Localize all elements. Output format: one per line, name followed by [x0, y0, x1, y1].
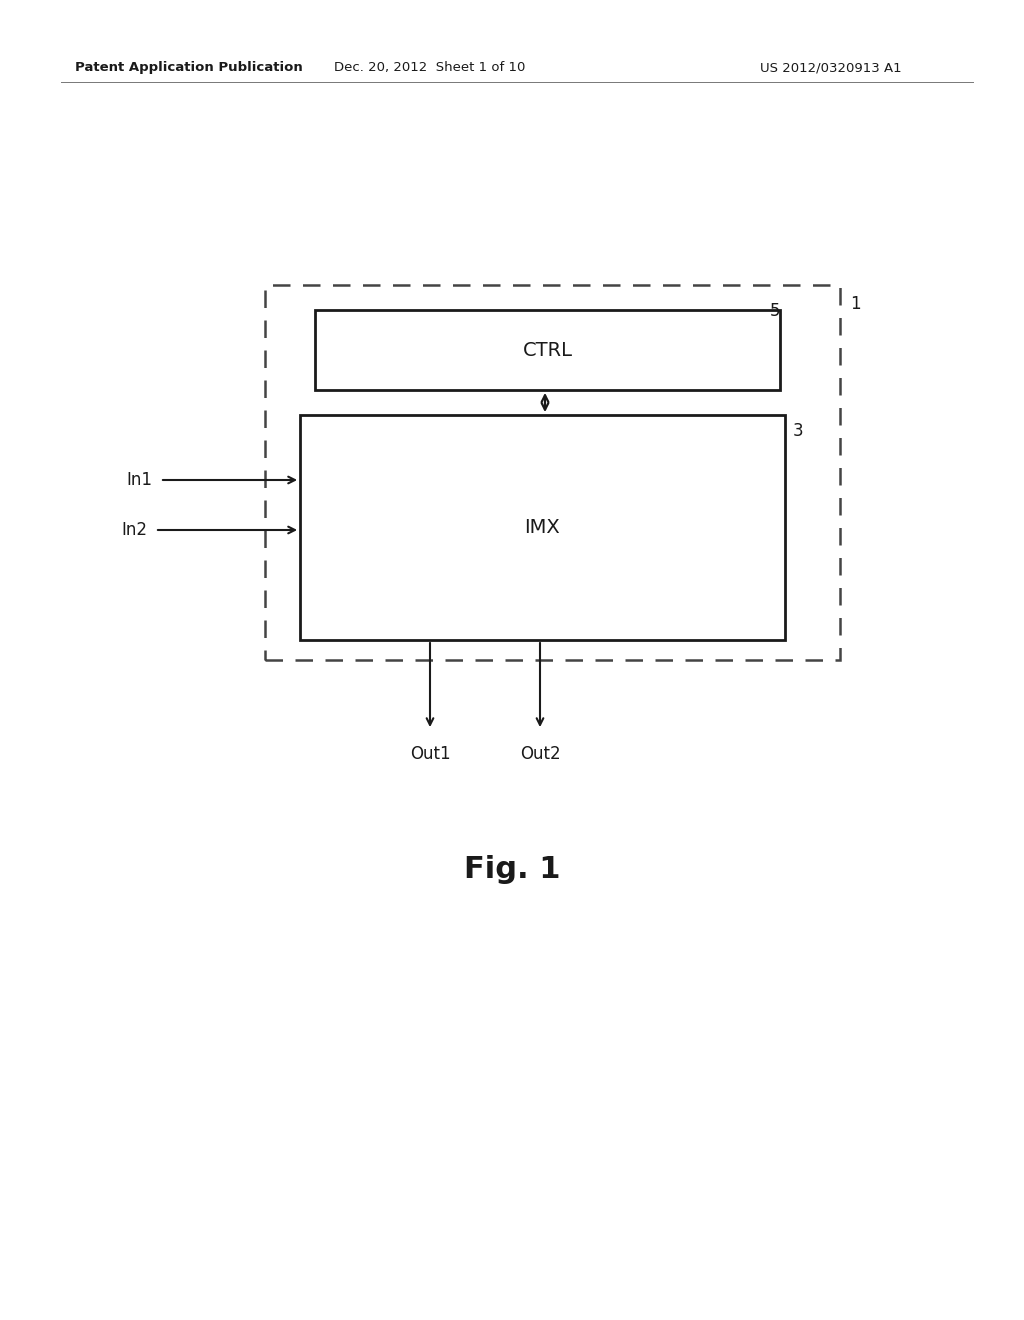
Bar: [265, 285, 840, 660]
Text: Out2: Out2: [520, 744, 560, 763]
Text: 3: 3: [793, 422, 804, 440]
Bar: [300, 414, 785, 640]
Text: Dec. 20, 2012  Sheet 1 of 10: Dec. 20, 2012 Sheet 1 of 10: [334, 62, 525, 74]
Bar: [315, 310, 780, 389]
Text: CTRL: CTRL: [522, 341, 572, 359]
Text: Patent Application Publication: Patent Application Publication: [75, 62, 303, 74]
Text: In1: In1: [126, 471, 152, 488]
Text: Out1: Out1: [410, 744, 451, 763]
Text: 1: 1: [850, 294, 860, 313]
Text: In2: In2: [121, 521, 147, 539]
Text: 5: 5: [770, 302, 780, 319]
Text: US 2012/0320913 A1: US 2012/0320913 A1: [760, 62, 901, 74]
Text: IMX: IMX: [524, 517, 560, 537]
Text: Fig. 1: Fig. 1: [464, 855, 560, 884]
